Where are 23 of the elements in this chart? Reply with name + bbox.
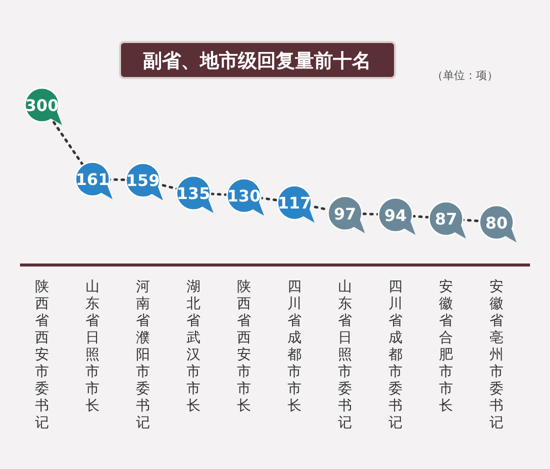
x-tick-label: 陕西省西安市市长 (237, 279, 251, 414)
category-label: 山东省日照市委书记 (338, 279, 352, 431)
data-label: 80 (485, 213, 508, 232)
data-label: 87 (434, 210, 458, 229)
category-label: 安徽省亳州市委书记 (490, 279, 504, 431)
category-label: 河南省濮阳市委书记 (136, 279, 150, 431)
data-label: 97 (334, 204, 356, 224)
title: 副省、地市级回复量前十名 (119, 41, 396, 79)
category-label: 四川省成都市委书记 (388, 279, 402, 431)
data-label: 130 (227, 186, 261, 206)
data-label: 117 (278, 194, 312, 213)
text: （单位：项） (432, 69, 498, 82)
data-label: 159 (126, 171, 160, 190)
data-label: 300 (25, 96, 59, 115)
data-label: 94 (384, 206, 407, 225)
chart-title: 副省、地市级回复量前十名 (143, 50, 371, 72)
x-tick-label: 湖北省武汉市市长 (186, 279, 200, 414)
x-tick-label: 安徽省合肥市市长 (439, 279, 453, 414)
x-tick-label: 四川省成都市市长 (288, 279, 302, 414)
data-label: 135 (176, 184, 210, 203)
x-tick-label: 山东省日照市市长 (86, 279, 100, 414)
data-label: 161 (76, 170, 110, 190)
category-label: 陕西省西安市委书记 (35, 279, 49, 431)
